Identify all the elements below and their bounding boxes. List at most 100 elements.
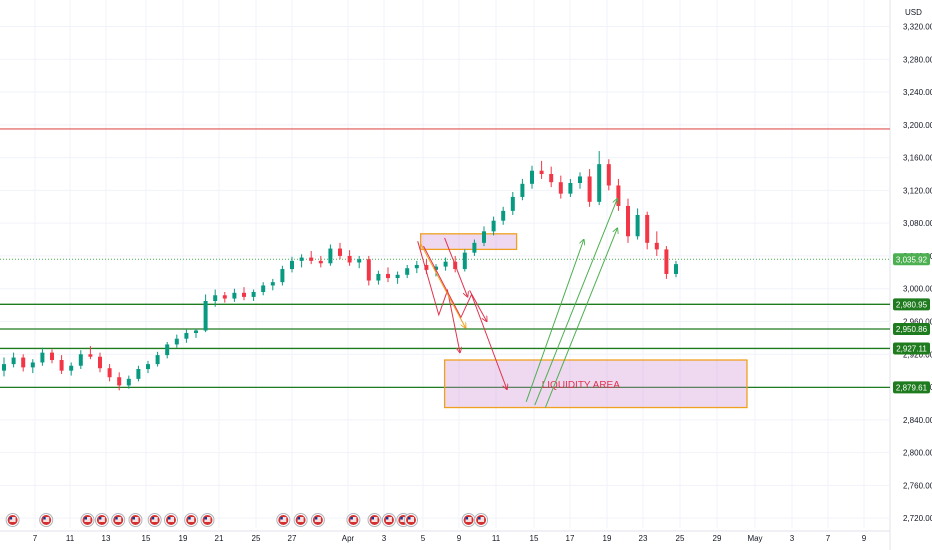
price-tag-label: 2,879.61 bbox=[896, 383, 928, 392]
price-tag-label: 3,035.92 bbox=[896, 255, 928, 264]
candle-body bbox=[357, 259, 362, 263]
candle-body bbox=[626, 205, 630, 237]
candle-body bbox=[50, 352, 54, 361]
candle-body bbox=[11, 357, 16, 365]
event-flag-icon-canton bbox=[132, 517, 135, 520]
candle-body bbox=[270, 282, 275, 286]
candle-body bbox=[146, 364, 150, 370]
candle-body bbox=[414, 264, 419, 269]
x-tick-label: 27 bbox=[288, 534, 297, 543]
liquidity-zone bbox=[443, 359, 748, 409]
x-tick-label: 17 bbox=[566, 534, 575, 543]
event-flag-icon-canton bbox=[350, 517, 353, 520]
event-flag-icon-canton bbox=[297, 517, 301, 520]
event-flag-icon-stripe bbox=[84, 517, 91, 522]
x-tick-label: 11 bbox=[492, 534, 501, 543]
event-flag-icon-canton bbox=[115, 517, 118, 520]
event-flag-icon-canton bbox=[408, 517, 411, 520]
x-tick-label: 5 bbox=[421, 534, 426, 543]
event-flag-icon-stripe bbox=[280, 517, 287, 522]
event-flag-icon-stripe bbox=[478, 517, 485, 522]
price-tag: 2,950.86 bbox=[893, 322, 930, 335]
event-flag-icon-stripe bbox=[297, 517, 304, 522]
candle-body bbox=[635, 214, 640, 237]
candle-body bbox=[443, 261, 448, 267]
x-tick-label: 13 bbox=[102, 534, 111, 543]
candle-body bbox=[222, 295, 227, 299]
event-markers bbox=[5, 513, 489, 527]
event-flag-icon-canton bbox=[98, 517, 102, 520]
candle-body bbox=[395, 274, 400, 279]
projection-arrow bbox=[544, 228, 617, 408]
event-flag-icon-stripe bbox=[115, 517, 122, 522]
candle-body bbox=[424, 264, 429, 270]
x-tick-label: 25 bbox=[676, 534, 685, 543]
event-flag-icon-canton bbox=[43, 517, 46, 520]
event-flag-icon-canton bbox=[314, 517, 318, 520]
candle-body bbox=[251, 291, 256, 297]
candle-body bbox=[203, 301, 208, 331]
price-tag-bg bbox=[893, 253, 930, 266]
candle-body bbox=[472, 242, 477, 253]
candle-body bbox=[530, 170, 534, 184]
event-flag-icon-canton bbox=[478, 517, 481, 520]
candle-body bbox=[491, 220, 496, 232]
event-flag-icon-stripe bbox=[98, 517, 105, 522]
event-flag-icon-canton bbox=[465, 517, 469, 520]
event-flag-icon-stripe bbox=[408, 517, 414, 522]
candle-body bbox=[664, 249, 669, 274]
supply-zone bbox=[419, 233, 518, 251]
x-tick-label: Apr bbox=[342, 534, 355, 543]
y-tick-label: 2,800.00 bbox=[903, 449, 932, 458]
event-flag-icon-stripe bbox=[43, 517, 50, 522]
currency-label: USD bbox=[905, 8, 922, 17]
candle-body bbox=[2, 364, 6, 371]
projection-arrows bbox=[417, 199, 618, 408]
horizontal-levels bbox=[0, 128, 890, 389]
event-flag-icon-stripe bbox=[314, 517, 321, 522]
y-tick-label: 2,920.00 bbox=[903, 350, 932, 359]
event-flag-icon-canton bbox=[168, 517, 171, 520]
price-tag-bg bbox=[893, 298, 930, 311]
candle-body bbox=[616, 185, 621, 206]
x-tick-label: 21 bbox=[215, 534, 224, 543]
time-axis[interactable]: 7 11 13 15 19 21 25 27 Apr 3 5 9 11 15 17 19 23 25 29 May 3 7… bbox=[33, 534, 867, 543]
price-tag: 2,980.95 bbox=[893, 298, 930, 311]
candle-body bbox=[184, 332, 189, 339]
candle-body bbox=[366, 259, 371, 281]
event-flag-icon-canton bbox=[204, 517, 207, 520]
y-tick-label: 2,760.00 bbox=[903, 481, 932, 490]
candle-body bbox=[88, 354, 93, 357]
y-tick-label: 3,320.00 bbox=[903, 22, 932, 31]
candle-body bbox=[40, 352, 45, 363]
candle-body bbox=[117, 377, 122, 386]
liquidity-area-label: LIQUIDITY AREA bbox=[542, 380, 621, 391]
candle-body bbox=[232, 292, 237, 299]
event-flag-icon-stripe bbox=[385, 517, 392, 522]
price-tag-label: 2,980.95 bbox=[896, 300, 928, 309]
candle-body bbox=[578, 176, 582, 184]
y-tick-label: 3,120.00 bbox=[903, 186, 932, 195]
y-tick-label: 3,000.00 bbox=[903, 285, 932, 294]
candle-body bbox=[558, 182, 563, 194]
candle-body bbox=[280, 269, 285, 283]
candle-body bbox=[98, 356, 102, 369]
x-tick-label: 11 bbox=[66, 534, 75, 543]
candle-body bbox=[59, 360, 64, 371]
x-tick-label: 29 bbox=[713, 534, 722, 543]
y-tick-label: 2,720.00 bbox=[903, 514, 932, 523]
event-flag-icon-canton bbox=[280, 517, 283, 520]
x-tick-label: 23 bbox=[639, 534, 648, 543]
price-axis[interactable]: 2,720.002,760.002,800.002,840.002,880.00… bbox=[893, 22, 932, 523]
x-tick-label: 25 bbox=[252, 534, 261, 543]
event-flag-icon-stripe bbox=[371, 517, 378, 522]
price-tag-bg bbox=[893, 342, 930, 355]
candle-body bbox=[539, 170, 544, 174]
candle-body bbox=[338, 248, 342, 256]
projection-arrow bbox=[420, 243, 466, 329]
y-tick-label: 2,840.00 bbox=[903, 416, 932, 425]
candle-body bbox=[78, 354, 83, 366]
x-tick-label: 19 bbox=[603, 534, 612, 543]
projection-arrow bbox=[469, 290, 487, 321]
